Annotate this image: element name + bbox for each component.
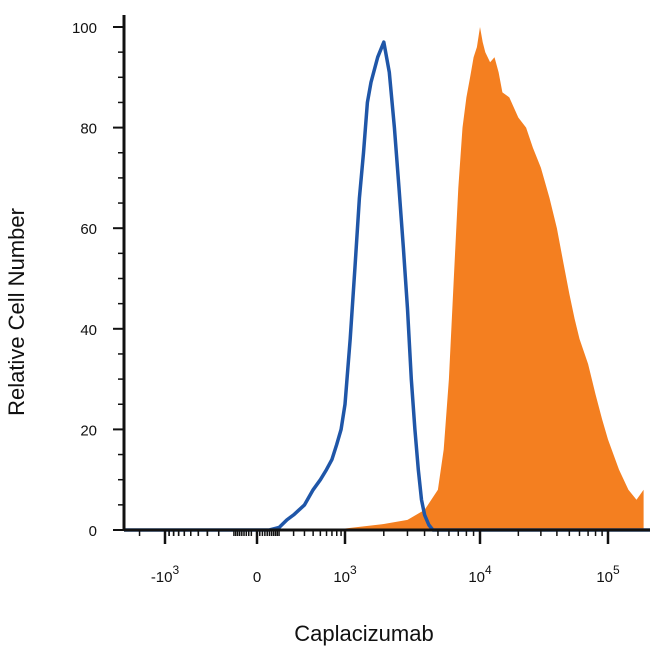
x-tick-label: 104 — [468, 563, 492, 586]
y-tick-label: 40 — [80, 322, 97, 339]
x-ticks: -103 0 103 104 105 — [138, 530, 620, 586]
x-tick-label: 105 — [596, 563, 620, 586]
y-tick-label: 60 — [80, 221, 97, 238]
axes-layer — [122, 15, 650, 532]
histogram-filled-series — [124, 27, 644, 530]
x-tick-label: 0 — [253, 569, 261, 586]
y-axis-title: Relative Cell Number — [4, 208, 29, 416]
y-tick-label: 80 — [80, 121, 97, 138]
histogram-outline-series — [124, 40, 650, 532]
x-tick-label: 103 — [333, 563, 357, 586]
y-tick-label: 20 — [80, 422, 97, 439]
y-tick-label: 100 — [72, 20, 97, 37]
series-layer — [124, 27, 650, 532]
y-ticks: 0 20 40 60 80 100 — [72, 20, 124, 540]
y-tick-label: 0 — [89, 523, 97, 540]
x-axis-title: Caplacizumab — [294, 621, 433, 646]
x-tick-label: -103 — [151, 563, 180, 586]
